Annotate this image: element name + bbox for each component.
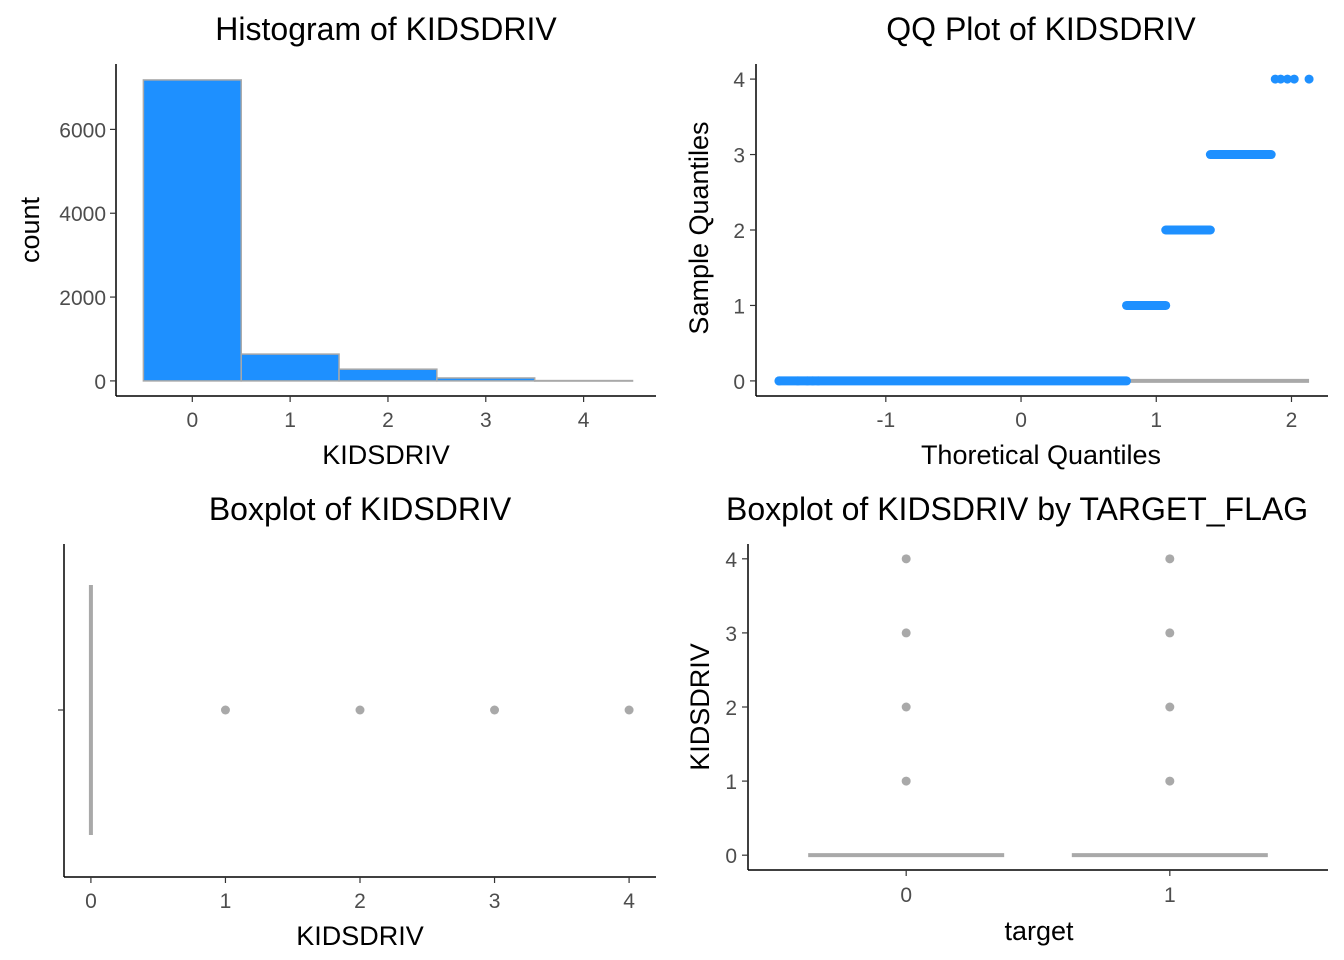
outlier-target-1-4 — [1165, 554, 1175, 564]
qq-panel: QQ Plot of KIDSDRIV -1 0 1 2 0 1 2 3 4 Thoretic… — [684, 11, 1328, 470]
qq-y-tick-label-0: 0 — [733, 371, 745, 394]
qq-x-axis-title: Thoretical Quantiles — [921, 440, 1161, 470]
boxplot-by-target-title: Boxplot of KIDSDRIV by TARGET_FLAG — [726, 491, 1308, 527]
qq-point-1 — [793, 376, 803, 386]
boxplot-by-target-x-axis-title: target — [1004, 916, 1074, 946]
histogram-bar-4 — [533, 379, 634, 382]
outlier-target-0-2 — [901, 702, 911, 712]
histogram-y-ticks: 0 2000 4000 6000 — [59, 119, 116, 394]
boxplot-outlier-1 — [220, 705, 230, 715]
boxplot-by-target-y-tick-label-1: 1 — [725, 771, 737, 794]
boxplot-by-target-marks — [808, 554, 1268, 858]
histogram-title: Histogram of KIDSDRIV — [215, 11, 557, 47]
boxplot-outlier-3 — [490, 705, 500, 715]
boxplot-by-target-y-tick-label-2: 2 — [725, 697, 737, 720]
boxplot-outlier-4 — [624, 705, 634, 715]
qq-point-7 — [1282, 74, 1292, 84]
histogram-x-tick-label-4: 4 — [578, 409, 590, 432]
boxplot-x-tick-label-0: 0 — [85, 890, 97, 913]
histogram-x-tick-label-0: 0 — [186, 409, 198, 432]
qq-point-8 — [1289, 74, 1299, 84]
boxplot-x-axis-title: KIDSDRIV — [296, 921, 424, 951]
boxplot-by-target-y-tick-label-3: 3 — [725, 623, 737, 646]
histogram-x-ticks: 0 1 2 3 4 — [186, 396, 590, 432]
qq-y-ticks: 0 1 2 3 4 — [733, 69, 756, 394]
outlier-target-0-4 — [901, 554, 911, 564]
boxplot-by-target-y-axis-title: KIDSDRIV — [685, 643, 715, 771]
qq-point-9 — [1304, 74, 1314, 84]
boxplot-x-tick-label-1: 1 — [220, 890, 232, 913]
histogram-x-tick-label-1: 1 — [284, 409, 296, 432]
histogram-x-tick-label-2: 2 — [382, 409, 394, 432]
qq-y-axis-title: Sample Quantiles — [684, 121, 714, 334]
histogram-bar-3 — [436, 377, 536, 382]
qq-point-6 — [1276, 74, 1286, 84]
boxplot-by-target-y-tick-label-4: 4 — [725, 549, 737, 572]
outlier-target-1-3 — [1165, 628, 1175, 638]
boxplot-by-target-x-tick-label-0: 0 — [900, 884, 912, 907]
boxplot-by-target-y-ticks: 0 1 2 3 4 — [725, 549, 748, 868]
histogram-bar-0 — [142, 79, 242, 382]
histogram-panel: Histogram of KIDSDRIV 0 1 2 3 4 0 2000 4000 600… — [15, 11, 656, 470]
histogram-y-tick-label-4000: 4000 — [59, 203, 106, 226]
histogram-y-axis-title: count — [15, 196, 45, 263]
qq-x-tick-label-3: 2 — [1286, 409, 1298, 432]
boxplot-x-ticks: 0 1 2 3 4 — [85, 877, 635, 913]
boxplot-x-tick-label-2: 2 — [354, 890, 366, 913]
qq-y-tick-label-3: 3 — [733, 145, 745, 168]
qq-title: QQ Plot of KIDSDRIV — [886, 11, 1196, 47]
histogram-y-tick-label-0: 0 — [94, 371, 106, 394]
qq-y-tick-label-4: 4 — [733, 69, 745, 92]
histogram-y-tick-label-6000: 6000 — [59, 119, 106, 142]
boxplot-x-tick-label-4: 4 — [623, 890, 635, 913]
outlier-target-0-3 — [901, 628, 911, 638]
qq-point-4 — [813, 376, 823, 386]
histogram-bar-1 — [240, 353, 340, 382]
outlier-target-0-1 — [901, 776, 911, 786]
histogram-x-tick-label-3: 3 — [480, 409, 492, 432]
qq-x-tick-label-0: -1 — [876, 409, 895, 432]
qq-y-tick-label-1: 1 — [733, 295, 745, 318]
qq-point-0 — [774, 376, 784, 386]
boxplot-by-target-y-tick-label-0: 0 — [725, 845, 737, 868]
boxplot-x-tick-label-3: 3 — [489, 890, 501, 913]
boxplot-outlier-2 — [355, 705, 365, 715]
boxplot-panel: Boxplot of KIDSDRIV 0 1 2 3 4 KIDSDRIV — [58, 491, 656, 951]
qq-marks — [774, 74, 1314, 386]
boxplot-title: Boxplot of KIDSDRIV — [209, 491, 512, 527]
qq-y-tick-label-2: 2 — [733, 220, 745, 243]
outlier-target-1-2 — [1165, 702, 1175, 712]
histogram-bar-2 — [338, 368, 438, 382]
histogram-x-axis-title: KIDSDRIV — [322, 440, 450, 470]
qq-x-tick-label-2: 1 — [1150, 409, 1162, 432]
boxplot-by-target-x-tick-label-1: 1 — [1164, 884, 1176, 907]
outlier-target-1-1 — [1165, 776, 1175, 786]
boxplot-marks — [88, 585, 634, 835]
qq-x-ticks: -1 0 1 2 — [876, 396, 1297, 432]
histogram-y-tick-label-2000: 2000 — [59, 287, 106, 310]
histogram-bars — [142, 79, 634, 382]
qq-x-tick-label-1: 0 — [1015, 409, 1027, 432]
